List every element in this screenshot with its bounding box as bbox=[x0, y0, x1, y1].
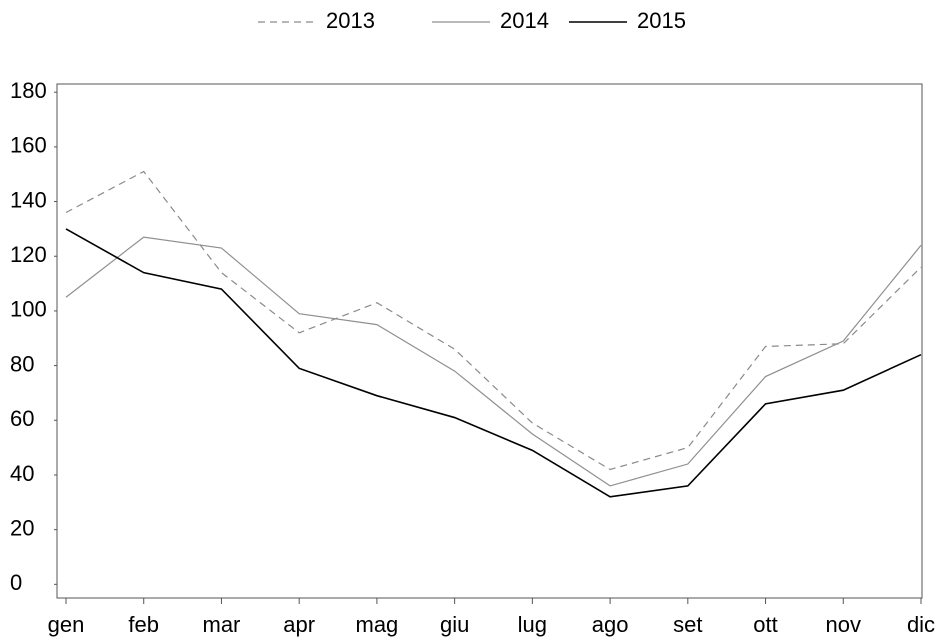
x-tick-label: gen bbox=[48, 612, 85, 637]
legend-label: 2014 bbox=[500, 8, 549, 33]
x-tick-label: giu bbox=[440, 612, 469, 637]
x-tick-label: dic bbox=[907, 612, 935, 637]
x-tick-label: ago bbox=[592, 612, 629, 637]
series-line bbox=[65, 236, 922, 487]
y-tick-label: 0 bbox=[10, 570, 22, 595]
x-tick-label: lug bbox=[518, 612, 547, 637]
series-line bbox=[65, 228, 922, 498]
x-tick-label: mag bbox=[356, 612, 399, 637]
y-tick-label: 100 bbox=[10, 297, 47, 322]
y-tick-label: 140 bbox=[10, 187, 47, 212]
x-tick-label: nov bbox=[826, 612, 861, 637]
y-tick-label: 160 bbox=[10, 133, 47, 158]
legend-label: 2013 bbox=[326, 8, 375, 33]
y-tick-label: 20 bbox=[10, 515, 34, 540]
y-tick-label: 80 bbox=[10, 351, 34, 376]
y-tick-label: 60 bbox=[10, 406, 34, 431]
plot-frame bbox=[56, 83, 923, 599]
x-tick-label: apr bbox=[283, 612, 315, 637]
y-tick-label: 40 bbox=[10, 461, 34, 486]
series-line bbox=[65, 170, 922, 471]
y-tick-label: 180 bbox=[10, 78, 47, 103]
x-tick-label: ott bbox=[753, 612, 777, 637]
x-tick-label: set bbox=[673, 612, 702, 637]
legend-label: 2015 bbox=[637, 8, 686, 33]
x-tick-label: feb bbox=[128, 612, 159, 637]
x-tick-label: mar bbox=[203, 612, 241, 637]
y-tick-label: 120 bbox=[10, 242, 47, 267]
